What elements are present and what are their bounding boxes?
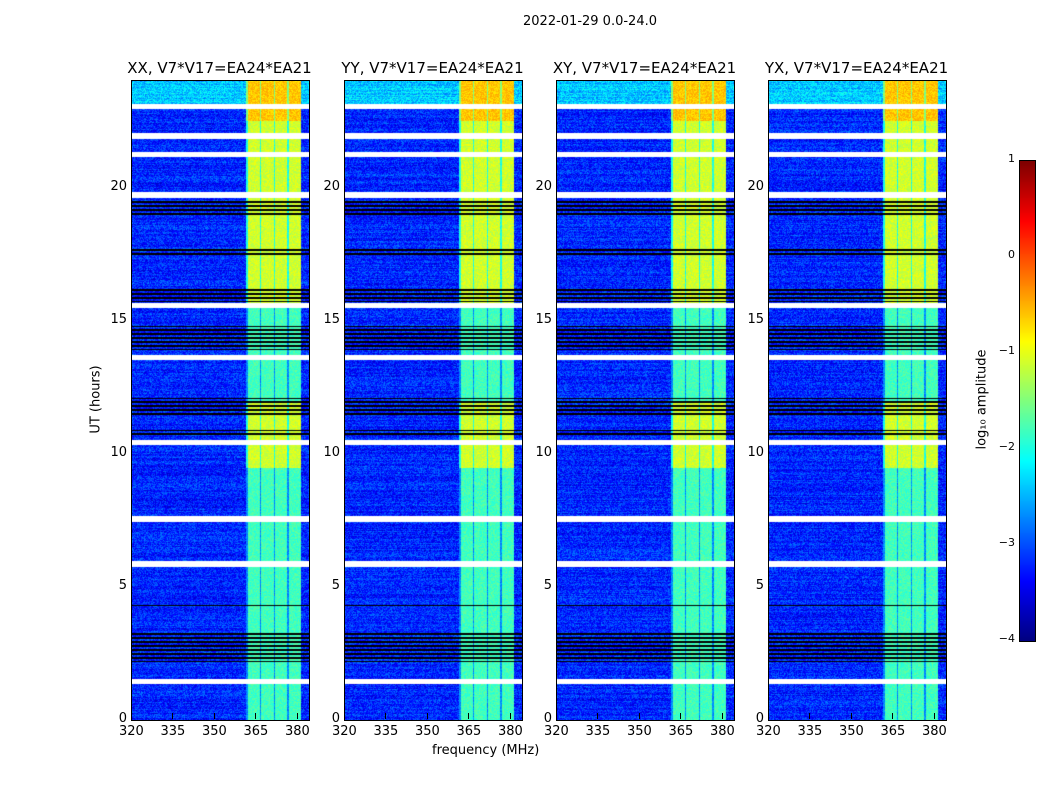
x-tick-mark xyxy=(850,713,852,719)
x-tick-mark xyxy=(933,713,935,719)
x-tick-mark xyxy=(131,713,132,719)
colorbar-tick-label: −3 xyxy=(998,536,1015,549)
x-tick-label: 365 xyxy=(880,724,906,739)
y-tick-label: 15 xyxy=(535,311,552,327)
colorbar-tick-label: −4 xyxy=(998,632,1015,645)
x-axis-label: frequency (MHz) xyxy=(432,743,540,758)
y-tick-label: 0 xyxy=(118,711,127,726)
x-tick-mark xyxy=(721,713,723,719)
x-tick-label: 365 xyxy=(243,724,269,739)
y-tick-label: 0 xyxy=(543,711,552,726)
y-tick-label: 5 xyxy=(755,577,764,593)
y-tick-label: 20 xyxy=(110,178,127,194)
y-tick-label: 15 xyxy=(747,311,764,327)
x-tick-label: 365 xyxy=(668,724,694,739)
colorbar-label: log₁₀ amplitude xyxy=(974,349,990,450)
panel-title: YX, V7*V17=EA24*EA21 xyxy=(764,59,949,77)
y-tick-label: 20 xyxy=(535,178,552,194)
panel-title: XY, V7*V17=EA24*EA21 xyxy=(552,59,737,77)
y-tick-label: 10 xyxy=(323,444,340,460)
x-tick-label: 380 xyxy=(497,724,523,739)
colorbar-tick-label: 1 xyxy=(1008,152,1015,165)
x-tick-mark xyxy=(296,713,298,719)
y-tick-label: 20 xyxy=(747,178,764,194)
colorbar-tick-label: 0 xyxy=(1008,248,1015,261)
x-tick-label: 335 xyxy=(585,724,611,739)
y-tick-label: 10 xyxy=(110,444,127,460)
heatmap-panel xyxy=(768,80,947,721)
colorbar xyxy=(1019,160,1036,642)
x-tick-label: 350 xyxy=(838,724,864,739)
colorbar-tick-label: −1 xyxy=(998,344,1015,357)
x-tick-mark xyxy=(597,713,599,719)
x-tick-label: 365 xyxy=(456,724,482,739)
x-tick-mark xyxy=(892,713,894,719)
x-tick-label: 335 xyxy=(160,724,186,739)
y-tick-label: 20 xyxy=(323,178,340,194)
y-tick-label: 15 xyxy=(110,311,127,327)
y-tick-label: 10 xyxy=(747,444,764,460)
x-tick-label: 320 xyxy=(119,724,144,739)
panel-title: XX, V7*V17=EA24*EA21 xyxy=(127,59,312,77)
heatmap-panel xyxy=(344,80,523,721)
y-tick-label: 0 xyxy=(755,711,764,726)
x-tick-label: 350 xyxy=(414,724,440,739)
x-tick-mark xyxy=(638,713,640,719)
x-tick-label: 320 xyxy=(332,724,357,739)
x-tick-label: 380 xyxy=(284,724,310,739)
y-tick-label: 5 xyxy=(543,577,552,593)
x-tick-mark xyxy=(426,713,428,719)
x-tick-label: 380 xyxy=(709,724,735,739)
panel-title: YY, V7*V17=EA24*EA21 xyxy=(341,59,524,77)
x-tick-label: 380 xyxy=(921,724,947,739)
heatmap-panel xyxy=(131,80,310,721)
y-tick-label: 5 xyxy=(118,577,127,593)
x-tick-label: 335 xyxy=(797,724,823,739)
x-tick-label: 350 xyxy=(626,724,652,739)
x-tick-mark xyxy=(680,713,682,719)
y-tick-label: 5 xyxy=(331,577,340,593)
figure-title: 2022-01-29 0.0-24.0 xyxy=(523,14,657,29)
x-tick-mark xyxy=(344,713,345,719)
y-axis-label: UT (hours) xyxy=(88,365,104,434)
x-tick-mark xyxy=(385,713,387,719)
heatmap-panel xyxy=(556,80,735,721)
x-tick-mark xyxy=(213,713,215,719)
colorbar-tick-label: −2 xyxy=(998,440,1015,453)
x-tick-mark xyxy=(255,713,257,719)
x-tick-label: 335 xyxy=(373,724,399,739)
x-tick-label: 350 xyxy=(201,724,227,739)
x-tick-mark xyxy=(768,713,769,719)
y-tick-label: 10 xyxy=(535,444,552,460)
y-tick-label: 15 xyxy=(323,311,340,327)
x-tick-mark xyxy=(172,713,174,719)
x-tick-label: 320 xyxy=(544,724,569,739)
x-tick-mark xyxy=(468,713,470,719)
x-tick-mark xyxy=(809,713,811,719)
x-tick-mark xyxy=(509,713,511,719)
x-tick-label: 320 xyxy=(756,724,781,739)
y-tick-label: 0 xyxy=(331,711,340,726)
x-tick-mark xyxy=(556,713,557,719)
